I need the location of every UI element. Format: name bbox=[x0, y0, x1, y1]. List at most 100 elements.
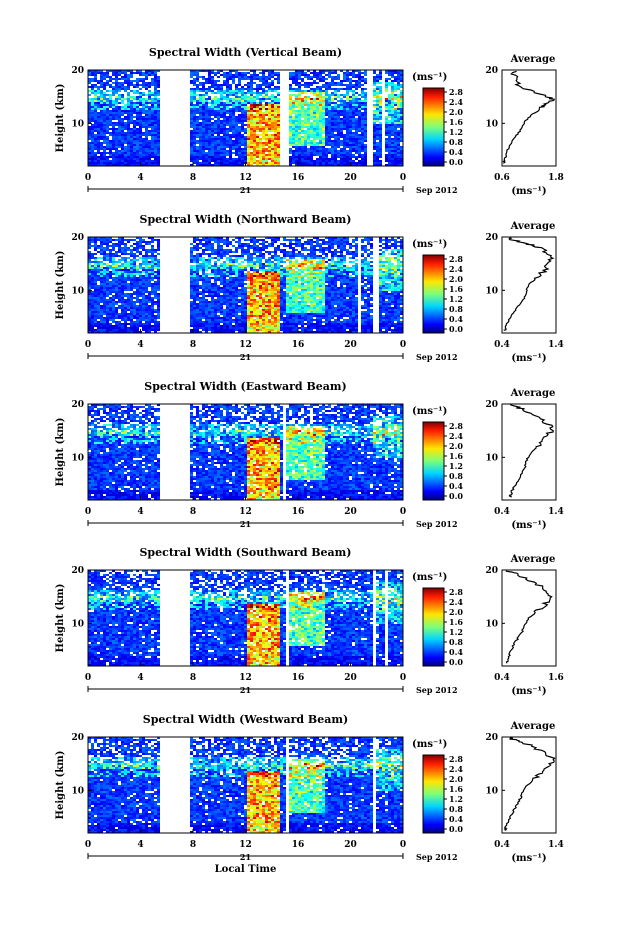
heatmap-cell bbox=[193, 239, 196, 241]
heatmap-cell bbox=[229, 128, 232, 130]
heatmap-cell bbox=[250, 164, 253, 166]
heatmap-cell bbox=[253, 70, 256, 72]
heatmap-cell bbox=[325, 126, 328, 128]
heatmap-cell bbox=[133, 259, 136, 261]
heatmap-cell bbox=[199, 299, 202, 301]
heatmap-cell bbox=[196, 261, 199, 263]
heatmap-cell bbox=[124, 259, 127, 261]
heatmap-cell bbox=[379, 88, 382, 90]
heatmap-cell bbox=[157, 148, 160, 150]
heatmap-cell bbox=[91, 158, 94, 160]
heatmap-cell bbox=[127, 148, 130, 150]
heatmap-cell bbox=[295, 122, 298, 124]
heatmap-cell bbox=[229, 86, 232, 88]
heatmap-cell bbox=[139, 253, 142, 255]
heatmap-cell bbox=[322, 92, 325, 94]
heatmap-cell bbox=[316, 110, 319, 112]
heatmap-cell bbox=[136, 243, 139, 245]
heatmap-cell bbox=[268, 152, 271, 154]
heatmap-cell bbox=[94, 239, 97, 241]
heatmap-cell bbox=[250, 114, 253, 116]
heatmap-cell bbox=[334, 112, 337, 114]
heatmap-cell bbox=[121, 257, 124, 259]
heatmap-cell bbox=[145, 243, 148, 245]
heatmap-cell bbox=[391, 94, 394, 96]
heatmap-cell bbox=[121, 313, 124, 315]
heatmap-cell bbox=[268, 78, 271, 80]
heatmap-cell bbox=[343, 122, 346, 124]
heatmap-cell bbox=[244, 160, 247, 162]
heatmap-cell bbox=[148, 307, 151, 309]
heatmap-cell bbox=[127, 80, 130, 82]
heatmap-cell bbox=[337, 126, 340, 128]
heatmap-cell bbox=[397, 150, 400, 152]
heatmap-cell bbox=[397, 124, 400, 126]
heatmap-cell bbox=[391, 134, 394, 136]
heatmap-cell bbox=[148, 267, 151, 269]
heatmap-cell bbox=[190, 152, 193, 154]
heatmap-cell bbox=[253, 154, 256, 156]
heatmap-cell bbox=[91, 293, 94, 295]
heatmap-cell bbox=[196, 136, 199, 138]
heatmap-cell bbox=[103, 285, 106, 287]
heatmap-cell bbox=[139, 315, 142, 317]
heatmap-cell bbox=[100, 96, 103, 98]
heatmap-cell bbox=[97, 275, 100, 277]
heatmap-cell bbox=[385, 138, 388, 140]
heatmap-cell bbox=[115, 251, 118, 253]
heatmap-cell bbox=[130, 259, 133, 261]
heatmap-cell bbox=[124, 134, 127, 136]
heatmap-cell bbox=[349, 156, 352, 158]
heatmap-cell bbox=[400, 148, 403, 150]
heatmap-cell bbox=[388, 100, 391, 102]
heatmap-cell bbox=[271, 148, 274, 150]
heatmap-cell bbox=[298, 90, 301, 92]
heatmap-cell bbox=[88, 275, 91, 277]
heatmap-cell bbox=[106, 309, 109, 311]
heatmap-cell bbox=[391, 96, 394, 98]
heatmap-cell bbox=[142, 247, 145, 249]
heatmap-cell bbox=[139, 104, 142, 106]
heatmap-cell bbox=[127, 146, 130, 148]
heatmap-cell bbox=[199, 76, 202, 78]
heatmap-cell bbox=[142, 104, 145, 106]
heatmap-cell bbox=[190, 94, 193, 96]
heatmap-cell bbox=[316, 136, 319, 138]
heatmap-cell bbox=[142, 100, 145, 102]
heatmap-cell bbox=[319, 164, 322, 166]
heatmap-cell bbox=[358, 130, 361, 132]
heatmap-cell bbox=[298, 136, 301, 138]
heatmap-cell bbox=[136, 144, 139, 146]
heatmap-cell bbox=[100, 291, 103, 293]
heatmap-cell bbox=[127, 289, 130, 291]
heatmap-cell bbox=[313, 148, 316, 150]
heatmap-cell bbox=[259, 160, 262, 162]
heatmap-cell bbox=[106, 100, 109, 102]
heatmap-cell bbox=[388, 70, 391, 72]
heatmap-cell bbox=[88, 243, 91, 245]
heatmap-cell bbox=[355, 74, 358, 76]
heatmap-cell bbox=[250, 86, 253, 88]
heatmap-cell bbox=[313, 110, 316, 112]
heatmap-cell bbox=[325, 86, 328, 88]
heatmap-cell bbox=[124, 253, 127, 255]
heatmap-cell bbox=[196, 249, 199, 251]
heatmap-cell bbox=[112, 122, 115, 124]
heatmap-cell bbox=[364, 108, 367, 110]
heatmap-cell bbox=[202, 245, 205, 247]
heatmap-cell bbox=[385, 164, 388, 166]
heatmap-cell bbox=[295, 148, 298, 150]
heatmap-cell bbox=[193, 259, 196, 261]
heatmap-cell bbox=[217, 98, 220, 100]
heatmap-cell bbox=[301, 92, 304, 94]
heatmap-cell bbox=[373, 78, 376, 80]
heatmap-cell bbox=[91, 104, 94, 106]
heatmap-cell bbox=[241, 108, 244, 110]
heatmap-cell bbox=[385, 70, 388, 72]
heatmap-cell bbox=[292, 150, 295, 152]
heatmap-cell bbox=[115, 313, 118, 315]
heatmap-cell bbox=[88, 253, 91, 255]
heatmap-cell bbox=[340, 134, 343, 136]
heatmap-cell bbox=[109, 283, 112, 285]
heatmap-cell bbox=[136, 100, 139, 102]
